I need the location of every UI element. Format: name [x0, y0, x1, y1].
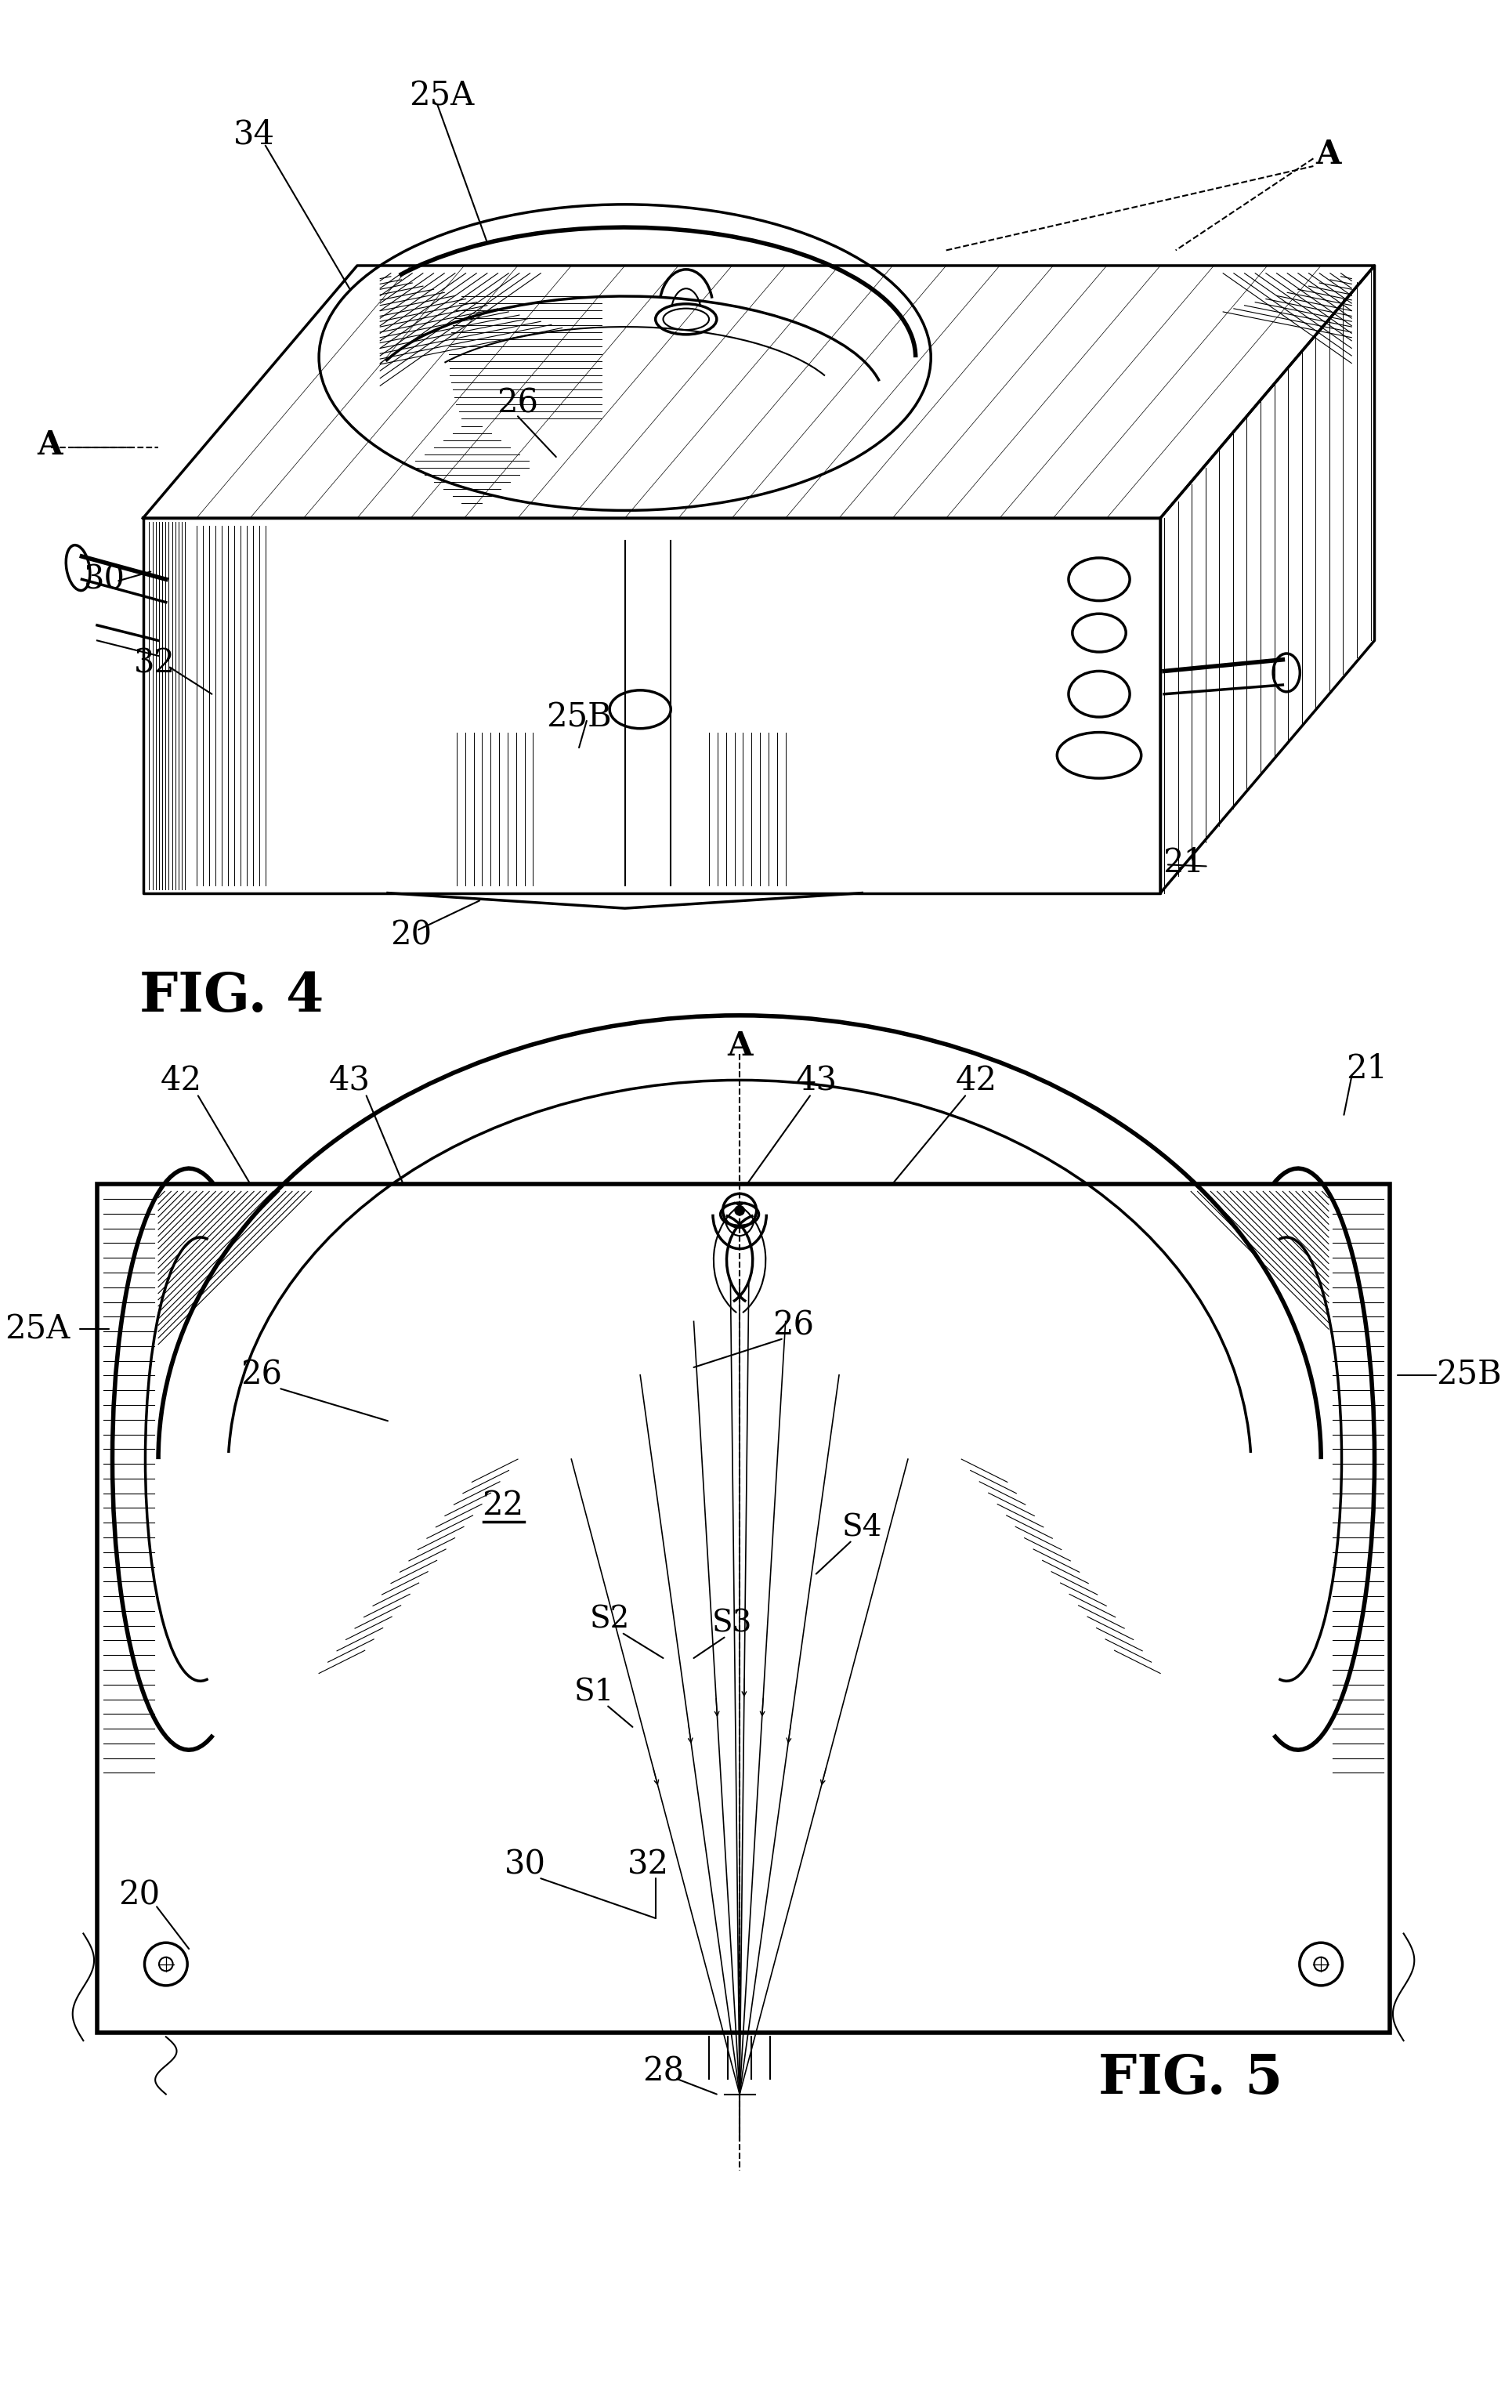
Text: 25A: 25A [408, 79, 473, 113]
Text: A: A [36, 429, 62, 462]
Text: 21: 21 [1346, 1052, 1388, 1086]
Text: 32: 32 [133, 648, 175, 679]
Text: 26: 26 [240, 1358, 283, 1392]
Text: 21: 21 [1163, 845, 1204, 879]
Bar [97, 1185, 1390, 2032]
Text: 25B: 25B [1436, 1358, 1501, 1392]
Text: 26: 26 [773, 1310, 813, 1341]
Text: 34: 34 [233, 118, 275, 149]
Text: 30: 30 [85, 563, 125, 595]
Text: 22: 22 [482, 1488, 523, 1522]
Text: S4: S4 [842, 1515, 881, 1544]
Text: 42: 42 [160, 1064, 203, 1098]
Text: S3: S3 [712, 1609, 751, 1637]
Text: S2: S2 [590, 1606, 629, 1635]
Text: 25B: 25B [546, 701, 612, 734]
Text: 30: 30 [505, 1849, 546, 1881]
Circle shape [735, 1204, 745, 1216]
Text: S1: S1 [575, 1678, 614, 1707]
Text: 43: 43 [795, 1064, 836, 1098]
Text: 28: 28 [643, 2054, 683, 2088]
Text: 32: 32 [627, 1849, 668, 1881]
Text: 25A: 25A [5, 1312, 71, 1346]
Text: FIG. 4: FIG. 4 [139, 970, 324, 1023]
Text: 20: 20 [390, 917, 431, 951]
Text: FIG. 5: FIG. 5 [1099, 2052, 1284, 2105]
Text: 42: 42 [956, 1064, 998, 1098]
Text: 43: 43 [328, 1064, 370, 1098]
Text: 26: 26 [497, 388, 538, 419]
Text: A: A [1315, 137, 1341, 171]
Text: 20: 20 [118, 1878, 160, 1912]
Text: A: A [727, 1031, 753, 1062]
